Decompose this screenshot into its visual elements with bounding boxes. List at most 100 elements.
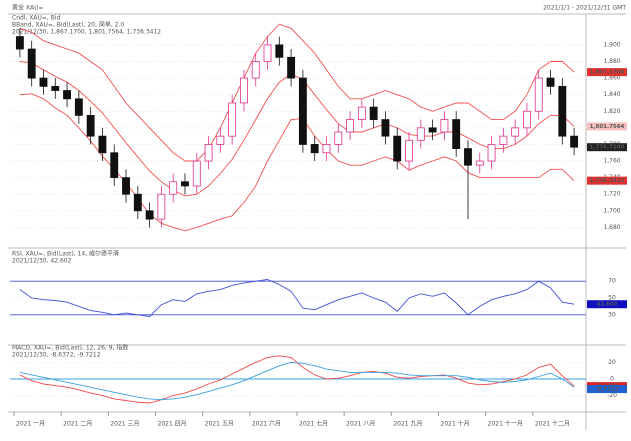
candle-body <box>27 48 36 79</box>
candle-body <box>298 77 307 145</box>
x-tick-label: 2021 八月 <box>346 421 375 428</box>
indicator-line <box>19 279 575 317</box>
y-tick-label: 70 <box>608 278 616 285</box>
y-tick-label: 1,860 <box>603 75 620 82</box>
candle-body <box>169 181 178 195</box>
header-left: 黄金 XAU= <box>12 4 44 12</box>
y-tick-label: 1,820 <box>603 108 620 115</box>
candle-body <box>275 44 284 58</box>
x-tick-label: 2021 三月 <box>110 421 139 428</box>
x-tick-label: 2021 十月 <box>441 420 470 428</box>
y-tick-label: 20 <box>608 359 616 366</box>
candle-body <box>192 160 201 187</box>
candle-body <box>534 77 543 112</box>
y-tick-label: 1,840 <box>603 91 620 98</box>
candle-body <box>405 139 413 162</box>
value-box-label: 42.602 <box>596 302 617 308</box>
panel-title: 2021/12/30, 1,867.1700, 1,801.7564, 1,73… <box>12 29 161 36</box>
y-tick-label: 0 <box>610 376 614 383</box>
candle-body <box>74 98 83 116</box>
value-box-label: 1,736.3412 <box>590 178 625 184</box>
value-box <box>587 300 627 309</box>
candle-body <box>86 115 95 137</box>
y-tick-label: 1,900 <box>603 41 620 48</box>
candle-body <box>251 61 260 79</box>
y-tick-label: 50 <box>608 295 616 302</box>
y-tick-label: 1,720 <box>603 191 620 198</box>
x-tick-label: 2021 十二月 <box>535 420 570 428</box>
candle-body <box>369 106 378 120</box>
y-tick-label: 30 <box>608 311 616 318</box>
x-tick-label: 2021 十一月 <box>488 420 523 428</box>
panel-title: 2021/12/30, -8.6372, -9.7212 <box>12 352 101 359</box>
x-tick-label: 2021 九月 <box>393 420 422 428</box>
value-box <box>587 122 627 131</box>
candle-body <box>416 127 425 141</box>
bollinger-band <box>19 61 575 197</box>
candle-body <box>216 135 225 145</box>
candle-body <box>15 36 24 50</box>
x-tick-label: 2021 六月 <box>252 420 281 428</box>
value-box-label: 1,776.7100 <box>590 145 625 151</box>
candle-body <box>511 127 520 137</box>
y-tick-label: 1,700 <box>603 207 620 214</box>
value-box <box>587 176 627 185</box>
candle-body <box>346 119 354 133</box>
candle-body <box>39 77 48 87</box>
candle-body <box>133 193 142 212</box>
panel-title: Cndl, XAU=, Bid <box>12 15 61 22</box>
candle-body <box>570 135 579 148</box>
candle-body <box>157 193 166 220</box>
indicator-line <box>19 361 575 401</box>
y-tick-label: -20 <box>607 392 617 399</box>
value-box-label: 1,801.7564 <box>590 124 625 130</box>
candle-body <box>110 152 119 179</box>
bollinger-band <box>19 23 575 162</box>
candle-body <box>546 77 555 87</box>
y-tick-label: 1,680 <box>603 224 620 231</box>
candle-body <box>263 44 272 62</box>
x-tick-label: 2021 一月 <box>16 421 45 428</box>
panel-title: BBand, XAU=, Bid(Last), 20, 简单, 2.0 <box>12 21 124 29</box>
value-box-label: 1,867.1700 <box>590 70 625 76</box>
value-box-label: -9.7212 <box>595 387 619 393</box>
x-tick-label: 2021 五月 <box>205 421 234 428</box>
candle-body <box>98 135 107 154</box>
candle-body <box>393 135 402 162</box>
candle-body <box>228 102 237 137</box>
candle-body <box>475 160 484 166</box>
candle-body <box>287 56 296 79</box>
x-tick-label: 2021 二月 <box>63 421 92 428</box>
candle-body <box>452 119 461 149</box>
header-right: 2021/1/1 - 2021/12/31 GMT <box>543 5 626 12</box>
panel-title: 2021/12/30, 42.602 <box>12 258 72 265</box>
candle-body <box>310 144 319 154</box>
candle-body <box>51 85 60 91</box>
candle-body <box>381 119 390 137</box>
candle-body <box>464 148 472 166</box>
value-box <box>587 68 627 77</box>
panel-title: RSI, XAU=, Bid(Last), 14, 威尔德平滑 <box>12 250 119 258</box>
candle-body <box>63 90 72 100</box>
candle-body <box>499 135 508 145</box>
x-tick-label: 2021 四月 <box>158 421 187 428</box>
candle-body <box>357 106 366 120</box>
candle-body <box>440 119 449 133</box>
candle-body <box>239 77 248 104</box>
candle-body <box>523 110 531 129</box>
candle-body <box>181 181 189 187</box>
candle-body <box>487 144 496 162</box>
y-tick-label: 1,880 <box>603 58 620 65</box>
candle-body <box>558 85 567 137</box>
value-box <box>587 143 627 152</box>
value-box <box>587 385 627 394</box>
candle-body <box>145 210 154 220</box>
y-tick-label: 1,760 <box>603 158 620 165</box>
x-tick-label: 2021 七月 <box>299 420 328 428</box>
candle-body <box>122 177 130 195</box>
candle-body <box>322 144 331 154</box>
candle-body <box>428 127 437 133</box>
candle-body <box>204 144 213 162</box>
candle-body <box>334 131 343 145</box>
